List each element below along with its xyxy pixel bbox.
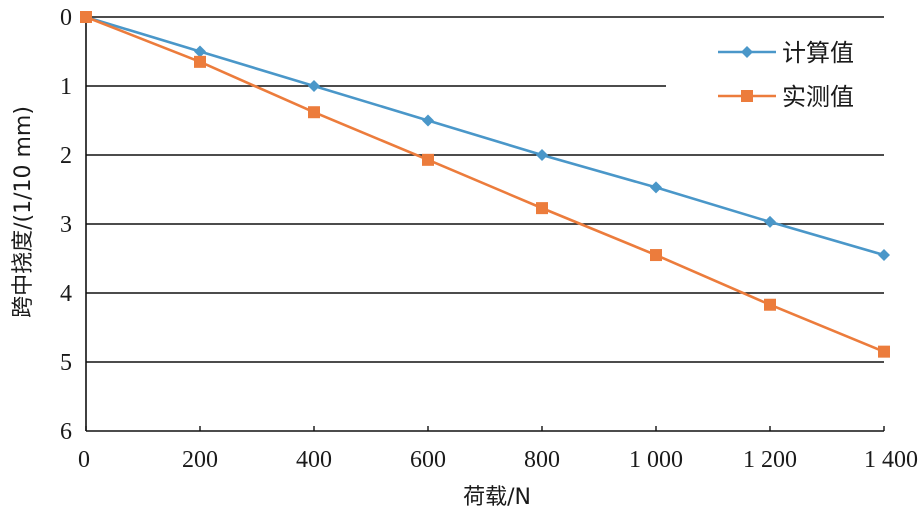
x-tick-label: 600 xyxy=(410,447,446,473)
data-point xyxy=(878,249,890,262)
data-point xyxy=(194,45,206,58)
legend-swatch-marker xyxy=(741,46,753,58)
x-tick-label: 400 xyxy=(296,447,332,473)
y-axis-title: 跨中挠度/(1/10 mm) xyxy=(11,106,36,318)
series-measured xyxy=(80,11,890,358)
y-tick-label: 3 xyxy=(60,212,72,238)
data-point xyxy=(308,80,320,92)
x-tick-label: 800 xyxy=(524,447,560,473)
x-tick-label: 0 xyxy=(78,447,90,473)
data-point xyxy=(878,345,890,358)
data-point xyxy=(764,215,776,228)
legend-item: 实测值 xyxy=(718,83,854,111)
x-axis-title: 荷载/N xyxy=(463,485,531,510)
data-point xyxy=(308,106,320,119)
y-tick-label: 0 xyxy=(60,5,72,31)
data-point xyxy=(650,249,662,262)
y-tick-label: 4 xyxy=(60,281,72,307)
series-line xyxy=(85,15,885,257)
data-point xyxy=(80,11,92,23)
x-tick-label: 1 400 xyxy=(864,447,918,473)
data-point xyxy=(650,181,662,194)
axis-layer xyxy=(85,17,885,432)
x-tick-label: 200 xyxy=(182,447,218,473)
data-point xyxy=(536,202,548,215)
data-point xyxy=(422,153,434,166)
y-tick-label: 1 xyxy=(60,74,72,100)
y-tick-label: 5 xyxy=(60,350,72,376)
series-layer xyxy=(80,11,890,358)
x-tick-label: 1 200 xyxy=(743,447,797,473)
legend-label: 实测值 xyxy=(782,83,854,111)
grid-layer xyxy=(86,16,884,363)
data-point xyxy=(194,55,206,68)
data-point xyxy=(764,298,776,311)
legend-label: 计算值 xyxy=(782,39,854,67)
data-point xyxy=(536,149,548,161)
data-point xyxy=(422,114,434,127)
series-line xyxy=(85,15,885,353)
legend-item: 计算值 xyxy=(718,39,854,67)
y-tick-label: 6 xyxy=(60,419,72,445)
x-tick-label: 1 000 xyxy=(629,447,683,473)
y-tick-label: 2 xyxy=(60,143,72,169)
legend-swatch-marker xyxy=(741,90,753,102)
